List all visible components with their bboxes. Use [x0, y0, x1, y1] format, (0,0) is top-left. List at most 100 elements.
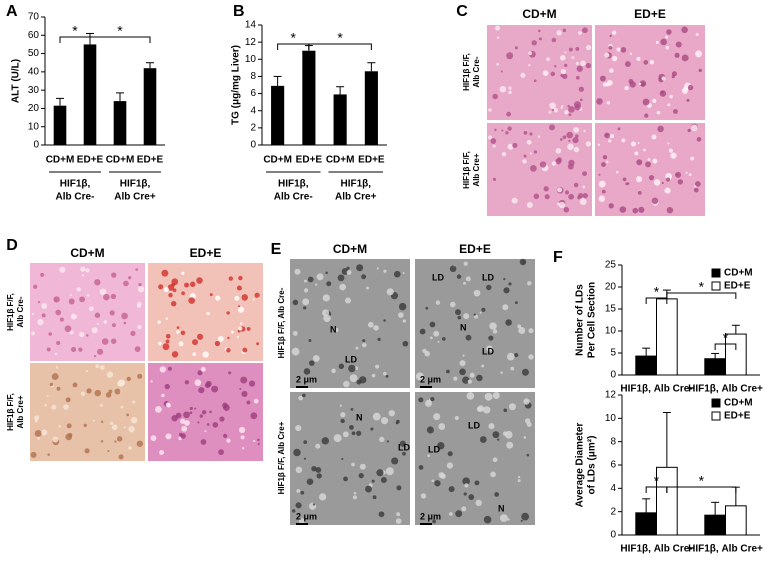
texture: [158, 341, 162, 346]
texture: [691, 124, 698, 132]
texture: [365, 485, 372, 493]
texture: [53, 296, 60, 303]
texture: [59, 317, 64, 322]
texture: [582, 27, 588, 34]
texture: [188, 297, 195, 304]
texture: [512, 142, 518, 148]
image-label: N: [330, 324, 337, 334]
texture: [496, 36, 500, 39]
texture: [469, 372, 475, 378]
texture: [507, 126, 512, 131]
texture: [339, 283, 346, 291]
row-label: Alb Cre+: [16, 395, 25, 428]
texture: [79, 331, 85, 338]
y-tick-label: 0: [610, 370, 616, 381]
texture: [473, 289, 481, 297]
texture: [573, 146, 580, 153]
texture: [123, 426, 126, 429]
texture: [181, 291, 185, 296]
texture: [647, 158, 651, 162]
image-label: N: [356, 412, 363, 422]
texture: [430, 396, 435, 402]
texture: [492, 144, 496, 148]
texture: [340, 412, 346, 418]
bar: [53, 105, 67, 145]
texture: [459, 360, 466, 367]
texture: [496, 62, 500, 66]
texture: [126, 376, 132, 382]
legend-label: CD+M: [724, 268, 753, 279]
texture: [341, 457, 344, 461]
texture: [568, 47, 573, 52]
texture: [49, 382, 54, 387]
texture: [70, 313, 77, 320]
texture: [226, 348, 231, 353]
texture: [492, 457, 498, 463]
x-tick-label: ED+E: [358, 155, 385, 166]
texture: [520, 72, 526, 78]
texture: [376, 469, 384, 477]
texture: [528, 354, 534, 360]
texture: [356, 264, 364, 272]
texture: [616, 170, 619, 174]
texture: [507, 518, 510, 521]
column-header: ED+E: [634, 7, 666, 21]
texture: [695, 181, 701, 187]
texture: [165, 433, 172, 440]
texture: [573, 182, 579, 188]
column-header: CD+M: [522, 7, 556, 21]
row-label: Alb Cre-: [472, 56, 481, 87]
texture: [79, 296, 86, 303]
texture: [494, 128, 497, 132]
texture: [31, 331, 36, 336]
panel-letter: C: [456, 3, 468, 20]
texture: [238, 305, 241, 308]
texture: [415, 372, 424, 381]
texture: [492, 93, 498, 100]
texture: [514, 46, 518, 50]
texture: [568, 113, 572, 117]
texture: [209, 410, 212, 414]
texture: [159, 366, 166, 373]
texture: [312, 503, 316, 506]
texture: [393, 270, 401, 278]
significance-bracket: [89, 36, 151, 43]
significance-label: *: [72, 23, 78, 39]
texture: [386, 440, 389, 443]
significance-label: *: [654, 284, 660, 300]
texture: [605, 133, 608, 136]
texture: [685, 171, 688, 174]
texture: [479, 311, 482, 314]
y-tick-label: 6: [610, 460, 616, 471]
texture: [226, 311, 230, 315]
texture: [675, 171, 682, 178]
texture: [464, 483, 469, 488]
error-bar: [731, 324, 740, 335]
texture: [568, 193, 575, 200]
legend-swatch: [711, 411, 721, 421]
texture: [68, 298, 75, 305]
texture: [672, 109, 678, 114]
image-label: LD: [482, 272, 494, 282]
texture: [665, 35, 669, 39]
y-tick-label: 8: [610, 436, 616, 447]
texture: [526, 139, 532, 145]
texture: [661, 76, 666, 81]
texture: [622, 177, 627, 182]
texture: [312, 354, 320, 362]
texture: [568, 106, 575, 113]
texture: [94, 389, 102, 397]
texture: [246, 400, 251, 405]
x-tick-label: CD+M: [263, 155, 292, 166]
error-bar: [662, 412, 671, 468]
texture: [580, 98, 583, 102]
image-label: LD: [428, 444, 440, 454]
texture: [556, 157, 562, 163]
texture: [80, 391, 86, 396]
significance-bracket: [714, 343, 737, 350]
y-tick-label: 40: [28, 66, 40, 77]
texture: [637, 141, 640, 145]
texture: [636, 56, 641, 61]
row-label: Alb Cre+: [472, 153, 481, 186]
texture: [350, 408, 354, 411]
